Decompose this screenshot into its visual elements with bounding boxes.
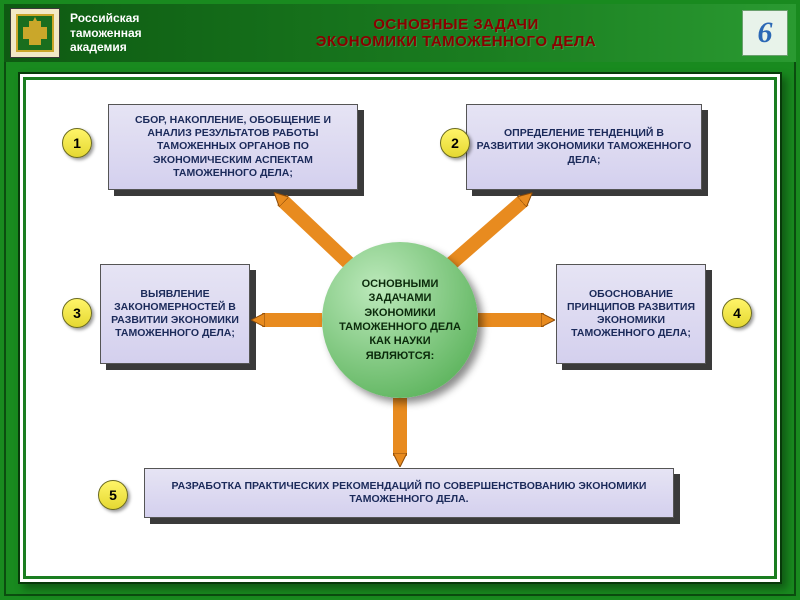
diagram-inner: СБОР, НАКОПЛЕНИЕ, ОБОБЩЕНИЕ И АНАЛИЗ РЕЗ…: [23, 77, 777, 579]
task-number-5: 5: [98, 480, 128, 510]
task-number-4: 4: [722, 298, 752, 328]
num: 3: [73, 305, 81, 321]
customs-emblem-icon: [10, 8, 60, 58]
org-name: Российская таможенная академия: [70, 11, 170, 54]
title-line-1: ОСНОВНЫЕ ЗАДАЧИ: [373, 16, 539, 33]
center-text: ОСНОВНЫМИ ЗАДАЧАМИ ЭКОНОМИКИ ТАМОЖЕННОГО…: [338, 277, 462, 363]
task-number-2: 2: [440, 128, 470, 158]
slide-number: 6: [758, 16, 773, 50]
org-line: Российская: [70, 11, 170, 25]
org-line: таможенная: [70, 26, 170, 40]
num: 5: [109, 487, 117, 503]
slide-number-box: 6: [742, 10, 788, 56]
task-number-3: 3: [62, 298, 92, 328]
task-number-1: 1: [62, 128, 92, 158]
num: 1: [73, 135, 81, 151]
slide-title: ОСНОВНЫЕ ЗАДАЧИ ЭКОНОМИКИ ТАМОЖЕННОГО ДЕ…: [170, 16, 742, 50]
title-line-2: ЭКОНОМИКИ ТАМОЖЕННОГО ДЕЛА: [316, 33, 596, 50]
num: 4: [733, 305, 741, 321]
diagram-canvas: СБОР, НАКОПЛЕНИЕ, ОБОБЩЕНИЕ И АНАЛИЗ РЕЗ…: [18, 72, 782, 584]
header: Российская таможенная академия ОСНОВНЫЕ …: [4, 4, 796, 62]
org-line: академия: [70, 40, 170, 54]
num: 2: [451, 135, 459, 151]
center-circle: ОСНОВНЫМИ ЗАДАЧАМИ ЭКОНОМИКИ ТАМОЖЕННОГО…: [322, 242, 478, 398]
